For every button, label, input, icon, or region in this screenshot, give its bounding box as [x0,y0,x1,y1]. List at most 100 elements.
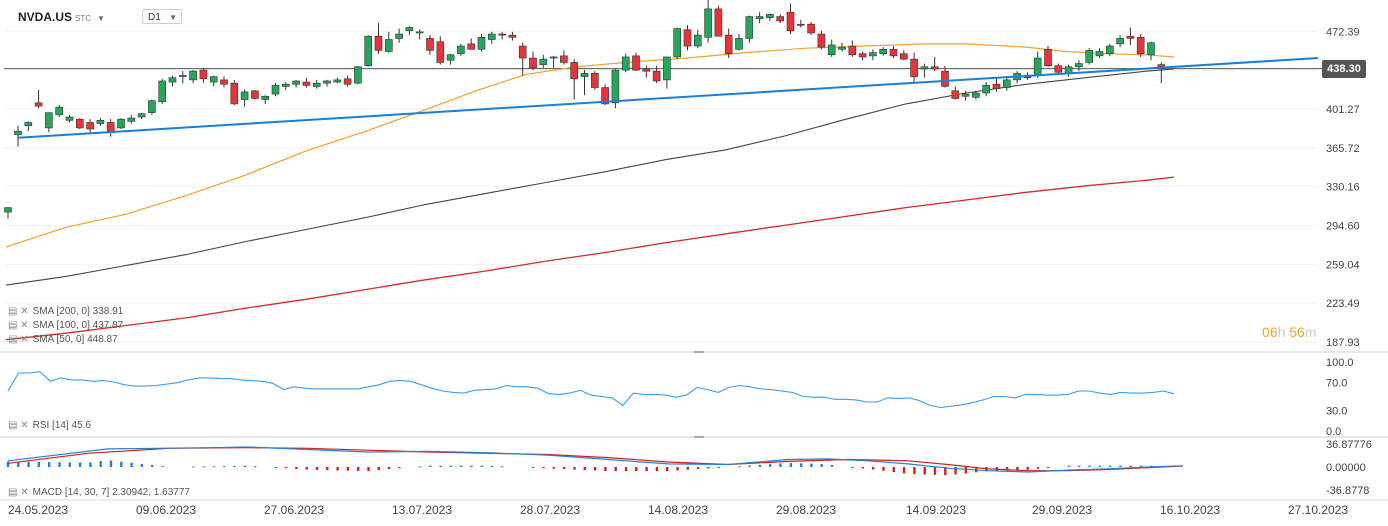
candle-body [354,66,362,84]
date-tick-label: 16.10.2023 [1160,503,1220,517]
macd-histogram-bar [604,467,607,471]
macd-histogram-bar [37,461,41,467]
macd-pane: 36.87776 0.00000 -36.8778 [6,436,1372,497]
macd-histogram-bar [902,467,906,474]
macd-histogram-bar [501,466,504,468]
date-tick-label: 28.07.2023 [520,503,580,517]
macd-histogram-bar [192,466,195,468]
macd-histogram-bar [27,461,30,467]
macd-histogram-bar [810,463,813,467]
macd-histogram-bar [284,467,288,469]
candle-body [106,122,115,132]
candle-body [1106,45,1114,54]
candle-body [1147,42,1155,56]
candle-body [323,80,331,84]
legend-macd[interactable]: ▤ ✕ MACD [14, 30, 7] 2.30942, 1.63777 [8,487,190,498]
macd-histogram-bar [933,467,937,475]
macd-histogram-bar [439,465,442,467]
candle-body [549,56,558,59]
close-icon[interactable]: ▤ ✕ [8,334,29,345]
candle-body [930,66,939,70]
macd-histogram-bar [233,465,236,467]
close-icon[interactable]: ▤ ✕ [8,420,29,431]
macd-histogram-bar [851,467,854,468]
macd-histogram-bar [161,466,164,468]
rsi-tick-label: 70.0 [1326,378,1347,390]
candle-body [580,73,589,77]
candle-body [776,16,785,22]
macd-histogram-bar [254,466,257,468]
candle-body [477,37,486,50]
macd-histogram-bar [696,467,700,470]
macd-histogram-bar [243,465,247,467]
candle-body [230,82,239,105]
candle-body [590,73,599,88]
legend-sma100[interactable]: ▤ ✕ SMA [100, 0] 437.87 [8,320,124,331]
macd-histogram-bar [635,467,638,472]
candle-body [1136,37,1145,54]
candle-body [261,95,270,100]
candle-body [374,35,383,51]
candle-body [117,118,125,129]
date-tick-label: 29.08.2023 [776,503,836,517]
candle-body [76,118,84,129]
symbol-selector[interactable]: NVDA.US STC ▼ [18,10,105,24]
macd-histogram-bar [68,462,71,467]
candle-body [14,130,22,135]
price-tick-label: 365.72 [1326,143,1360,155]
candle-body [755,16,764,20]
macd-histogram-bar [799,463,803,467]
candle-body [179,75,187,77]
date-tick-label: 27.06.2023 [264,503,324,517]
candle-body [529,57,537,69]
exchange-label: STC [75,14,92,23]
date-tick-label: 27.10.2023 [1288,503,1348,517]
macd-histogram-bar [367,467,370,472]
macd-histogram-bar [748,465,751,467]
close-icon[interactable]: ▤ ✕ [8,487,29,498]
candle-body [457,45,465,54]
macd-histogram-bar [563,467,566,470]
macd-histogram-bar [1108,465,1112,467]
candle-body [982,85,991,94]
macd-histogram-bar [1067,465,1071,467]
macd-histogram-bar [151,464,154,467]
date-tick-label: 09.06.2023 [136,503,196,517]
macd-histogram-bar [6,461,10,467]
macd-histogram-bar [758,464,762,467]
candle-body [1116,38,1124,45]
macd-histogram-bar [120,461,123,467]
macd-histogram-bar [707,467,710,469]
candle-body [745,16,754,39]
legend-rsi[interactable]: ▤ ✕ RSI [14] 45.6 [8,420,91,431]
timeframe-value: D1 [148,12,161,23]
candle-body [961,93,970,97]
close-icon[interactable]: ▤ ✕ [8,320,29,331]
macd-histogram-bar [223,466,226,468]
macd-histogram-bar [1036,467,1040,469]
macd-histogram-bar [346,467,350,471]
legend-sma200[interactable]: ▤ ✕ SMA [200, 0] 338.91 [8,306,124,317]
macd-histogram-bar [109,460,113,467]
candle-body [889,49,898,57]
legend-sma50[interactable]: ▤ ✕ SMA [50, 0] 448.87 [8,334,118,345]
candle-body [4,207,12,213]
candle-body [1085,50,1093,63]
close-icon[interactable]: ▤ ✕ [8,306,29,317]
macd-histogram-bar [315,467,319,470]
rsi-tick-label: 100.0 [1326,357,1354,369]
current-price-tag: 438.30 [1322,59,1366,78]
macd-histogram-bar [1005,467,1009,471]
trendline [17,57,1319,139]
date-tick-label: 24.05.2023 [8,503,68,517]
timeframe-dropdown[interactable]: D1 ▼ [142,9,182,24]
sma200-path [5,176,1175,341]
candle-body [436,41,445,63]
macd-histogram-bar [326,467,329,471]
candle-body [209,76,218,83]
candle-body [446,54,455,61]
candle-body [766,14,774,18]
macd-histogram-bar [676,467,679,471]
macd-histogram-bar [78,462,82,467]
